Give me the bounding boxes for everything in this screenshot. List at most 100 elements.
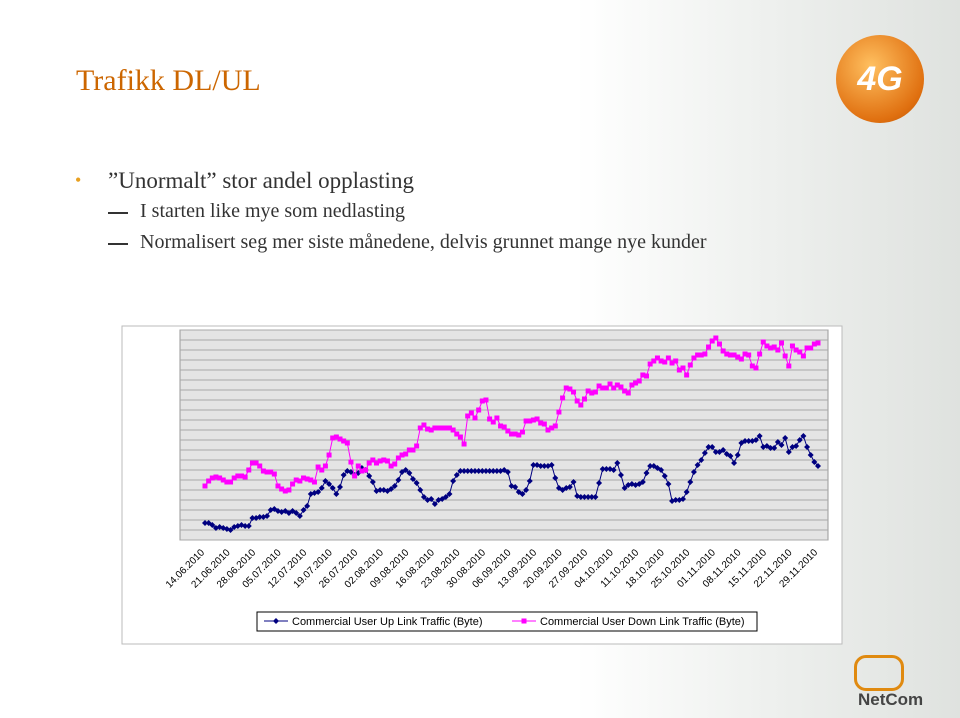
point [377, 458, 383, 464]
point [523, 418, 529, 424]
point [800, 433, 807, 439]
point [421, 422, 427, 428]
point [589, 390, 595, 396]
point [341, 438, 347, 444]
point [286, 487, 292, 493]
point [399, 452, 405, 458]
point [720, 348, 726, 354]
point [315, 464, 321, 470]
point [526, 478, 533, 484]
point [431, 501, 438, 507]
logo-netcom: NetCom [858, 690, 924, 709]
point [301, 475, 307, 481]
point [552, 423, 558, 429]
point [428, 496, 435, 502]
point [530, 462, 537, 468]
point [713, 335, 719, 341]
point [487, 416, 493, 422]
point [727, 453, 734, 459]
point [457, 434, 463, 440]
point [665, 355, 671, 361]
point [661, 473, 668, 479]
point [709, 444, 716, 450]
point [622, 388, 628, 394]
point [238, 473, 244, 479]
point [673, 358, 679, 364]
point [662, 359, 668, 365]
point [453, 472, 460, 478]
point [242, 523, 249, 529]
dash [108, 212, 128, 214]
point [436, 425, 442, 431]
point [749, 363, 755, 369]
point [381, 457, 387, 463]
point [519, 491, 526, 497]
point [702, 351, 708, 357]
point [256, 514, 263, 520]
point [388, 486, 395, 492]
point [800, 353, 806, 359]
point [326, 481, 333, 487]
point [413, 480, 420, 486]
point [735, 354, 741, 360]
point [384, 458, 390, 464]
legend [256, 611, 758, 632]
point [778, 442, 785, 448]
point [242, 474, 248, 480]
point [530, 417, 536, 423]
point [366, 473, 373, 479]
point [512, 484, 519, 490]
point [363, 467, 369, 473]
point [793, 443, 800, 449]
point [808, 345, 814, 351]
point [556, 409, 562, 415]
point [337, 484, 344, 490]
point [684, 372, 690, 378]
point [658, 467, 665, 473]
point [687, 362, 693, 368]
point [742, 438, 749, 444]
point [504, 469, 511, 475]
point [611, 385, 617, 391]
point [512, 431, 518, 437]
point [355, 463, 361, 469]
point [340, 472, 347, 478]
point [549, 425, 555, 431]
point [300, 507, 307, 513]
point [570, 479, 577, 485]
point [679, 496, 686, 502]
point [461, 468, 468, 474]
logo-4g: 4G [836, 35, 924, 123]
point [209, 522, 216, 528]
point [720, 447, 727, 453]
point [712, 449, 719, 455]
point [373, 460, 379, 466]
point [231, 475, 237, 481]
point [599, 466, 606, 472]
point [767, 445, 774, 451]
point [742, 351, 748, 357]
point [658, 358, 664, 364]
sub-bullet: Normalisert seg mer siste månedene, delv… [140, 231, 707, 253]
point [592, 494, 599, 500]
point [442, 494, 449, 500]
point [370, 457, 376, 463]
point [337, 436, 343, 442]
point [322, 463, 328, 469]
point [640, 372, 646, 378]
point [782, 435, 789, 441]
point [329, 485, 336, 491]
point [600, 385, 606, 391]
point [246, 467, 252, 473]
point [446, 425, 452, 431]
point [585, 494, 592, 500]
point [369, 479, 376, 485]
point [290, 481, 296, 487]
point [479, 398, 485, 404]
point [414, 443, 420, 449]
point [359, 468, 365, 474]
point [468, 410, 474, 416]
point [804, 345, 810, 351]
